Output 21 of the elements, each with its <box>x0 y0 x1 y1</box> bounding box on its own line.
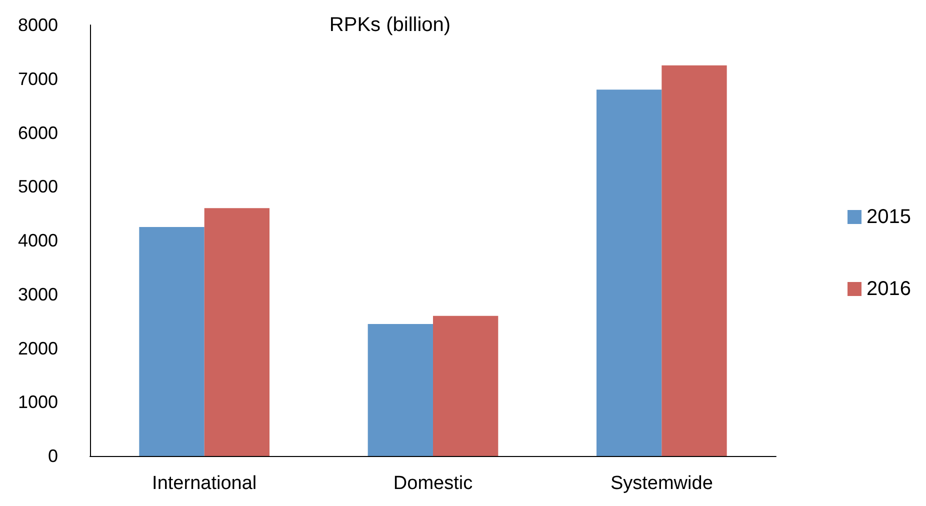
chart-title: RPKs (billion) <box>329 14 451 36</box>
legend-label: 2016 <box>866 278 912 300</box>
y-tick-label: 3000 <box>18 284 58 304</box>
x-tick-label: Systemwide <box>610 473 713 494</box>
y-tick-label: 6000 <box>18 122 58 143</box>
bar <box>204 208 270 456</box>
legend-label: 2015 <box>866 206 912 228</box>
x-tick-label: International <box>152 473 257 494</box>
bar <box>139 227 204 456</box>
bar <box>662 65 727 456</box>
y-tick-label: 7000 <box>18 68 58 89</box>
y-tick-label: 2000 <box>18 338 58 358</box>
y-tick-label: 8000 <box>18 15 58 35</box>
bar <box>433 316 498 456</box>
x-tick-label: Domestic <box>393 473 473 494</box>
y-tick-label: 4000 <box>18 230 58 250</box>
y-tick-label: 1000 <box>18 392 58 412</box>
bar <box>596 90 662 456</box>
y-tick-label: 0 <box>48 446 58 466</box>
y-tick-label: 5000 <box>18 176 58 197</box>
bar <box>368 324 433 456</box>
